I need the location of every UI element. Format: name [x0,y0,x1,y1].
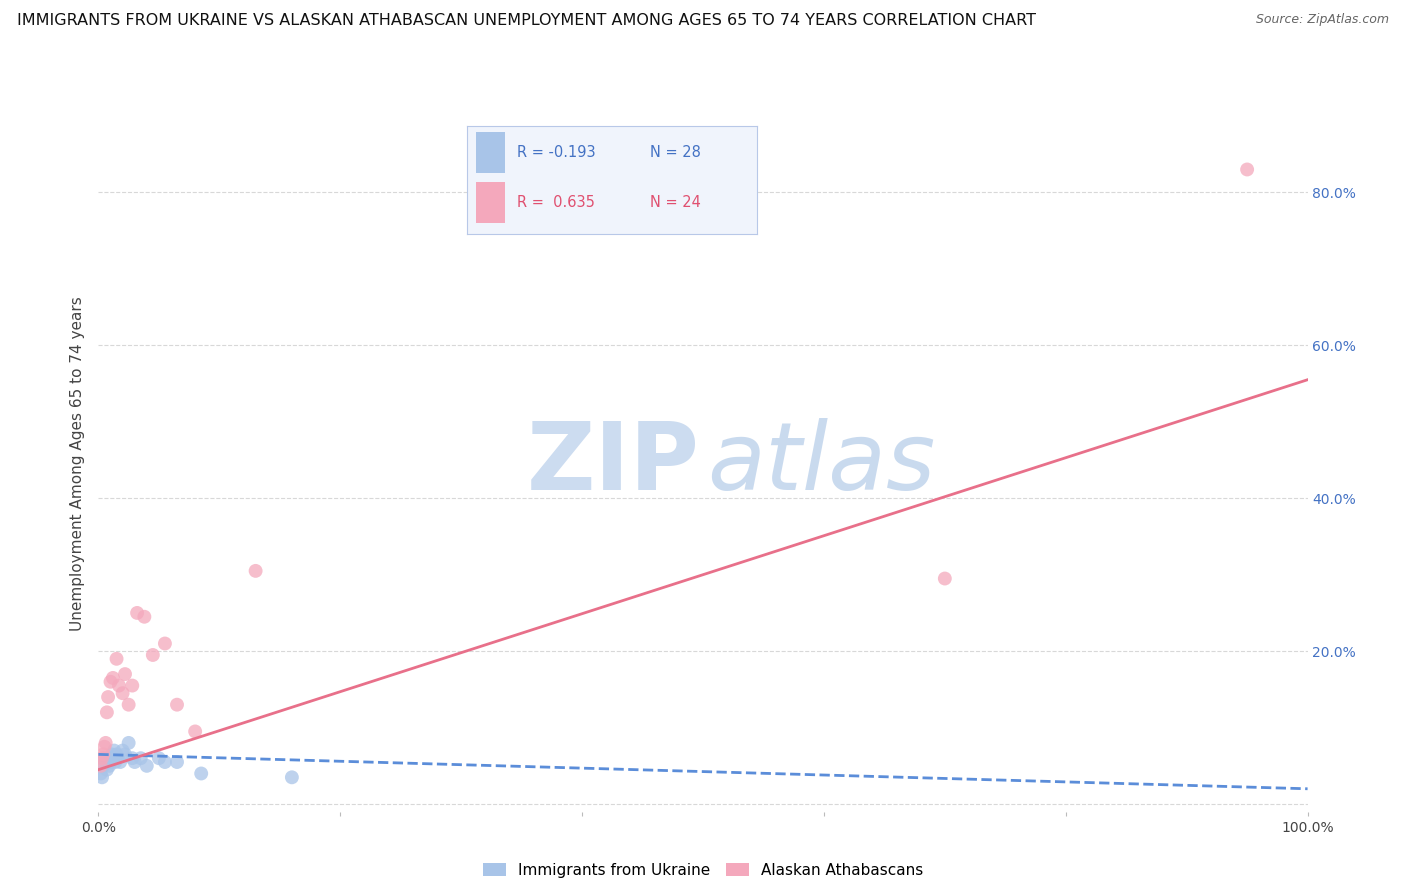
Point [90,766,112,780]
Point [91,770,114,784]
Point [114,747,136,762]
Point [118,698,141,712]
Point [101,751,124,765]
Point [1236,162,1258,177]
Point [105,652,128,666]
Point [134,609,156,624]
Point [129,751,152,765]
Point [96,763,118,777]
Point [90,759,112,773]
Legend: Immigrants from Ukraine, Alaskan Athabascans: Immigrants from Ukraine, Alaskan Athabas… [477,857,929,884]
Point [100,755,122,769]
Point [97,690,120,704]
Text: ZIP: ZIP [526,417,699,510]
Point [91,747,114,762]
Point [153,636,176,650]
Point [184,724,207,739]
Point [103,743,125,757]
Point [94,755,117,769]
Point [166,755,188,769]
Point [934,572,956,586]
Point [135,759,157,773]
Point [104,755,127,769]
Point [96,706,118,720]
Text: atlas: atlas [707,418,935,509]
Point [245,564,267,578]
Point [93,751,115,765]
Point [107,751,129,765]
Point [91,759,114,773]
Point [124,755,146,769]
Point [153,755,176,769]
Point [94,736,117,750]
Point [93,739,115,754]
Point [98,759,121,773]
Point [142,648,165,662]
Point [100,674,122,689]
Text: IMMIGRANTS FROM UKRAINE VS ALASKAN ATHABASCAN UNEMPLOYMENT AMONG AGES 65 TO 74 Y: IMMIGRANTS FROM UKRAINE VS ALASKAN ATHAB… [17,13,1036,29]
Point [121,679,143,693]
Point [127,606,149,620]
Point [111,686,134,700]
Point [148,751,170,765]
Point [108,755,131,769]
Point [114,667,136,681]
Text: Source: ZipAtlas.com: Source: ZipAtlas.com [1256,13,1389,27]
Point [101,671,124,685]
Point [97,751,120,765]
Point [108,679,131,693]
Point [105,747,128,762]
Point [281,770,304,784]
Point [91,751,114,765]
Point [166,698,188,712]
Point [190,766,212,780]
Point [100,747,122,762]
Point [118,736,141,750]
Point [121,751,143,765]
Point [111,743,134,757]
Y-axis label: Unemployment Among Ages 65 to 74 years: Unemployment Among Ages 65 to 74 years [70,296,86,632]
